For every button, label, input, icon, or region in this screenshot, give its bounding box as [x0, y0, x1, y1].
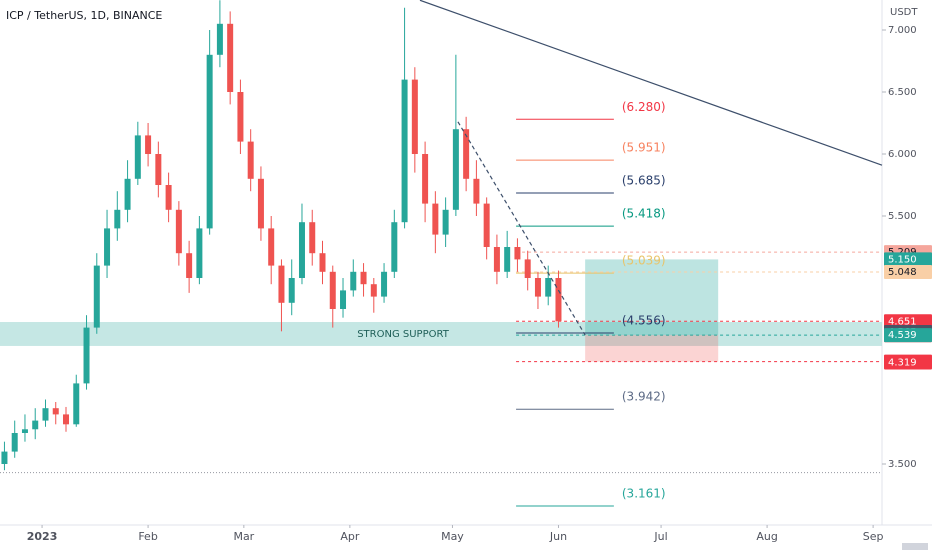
- price-tag: [884, 265, 932, 280]
- x-tick-label: Jul: [653, 530, 667, 543]
- candle-body: [452, 129, 459, 210]
- candle-body: [514, 247, 521, 260]
- price-tag-label: 4.539: [888, 330, 917, 341]
- candle-body: [524, 259, 531, 278]
- fib-label: (5.685): [622, 174, 666, 188]
- fib-label: (4.556): [622, 314, 666, 328]
- candle-body: [340, 290, 347, 309]
- candle-body: [21, 429, 28, 433]
- fib-label: (5.418): [622, 207, 666, 221]
- candle-body: [145, 135, 152, 155]
- trendline: [457, 121, 586, 336]
- support-label: STRONG SUPPORT: [357, 329, 450, 340]
- support-zone: [0, 322, 882, 346]
- candle-body: [483, 203, 490, 248]
- candle-body: [442, 209, 449, 235]
- y-unit: USDT: [890, 7, 918, 18]
- price-tag-label: 5.150: [888, 254, 917, 265]
- candle-body: [196, 228, 203, 278]
- candle-body: [206, 54, 213, 229]
- candle-body: [42, 408, 49, 421]
- candle-body: [473, 178, 480, 204]
- price-tag-label: 4.651: [888, 316, 917, 327]
- candle-body: [93, 265, 100, 328]
- position-stop: [585, 335, 719, 362]
- y-tick-label: 6.500: [888, 87, 917, 98]
- trendline: [419, 0, 883, 166]
- candle-body: [186, 253, 193, 278]
- candle-body: [391, 222, 398, 272]
- candle-body: [278, 265, 285, 303]
- x-tick-label: Aug: [756, 530, 777, 543]
- x-tick-label: Sep: [863, 530, 884, 543]
- axis-corner: [902, 543, 928, 550]
- x-tick-label: Jun: [549, 530, 567, 543]
- candle-body: [237, 92, 244, 142]
- candle-body: [104, 228, 111, 266]
- candle-body: [165, 185, 172, 210]
- candle-body: [555, 277, 562, 322]
- candle-body: [63, 414, 70, 425]
- candle-body: [114, 209, 121, 229]
- candle-body: [268, 228, 275, 266]
- candle-body: [288, 277, 295, 303]
- x-tick-label: Feb: [138, 530, 157, 543]
- candle-body: [175, 209, 182, 254]
- price-tag: [884, 328, 932, 343]
- candle-body: [124, 178, 131, 210]
- candle-body: [411, 79, 418, 155]
- candle-body: [432, 203, 439, 235]
- candle-body: [32, 420, 39, 430]
- candle-body: [309, 222, 316, 254]
- candle-body: [11, 432, 18, 452]
- candle-body: [1, 451, 8, 464]
- candle-body: [534, 277, 541, 297]
- candle-body: [134, 135, 141, 179]
- fib-label: (5.039): [622, 254, 666, 268]
- price-tag-label: 5.048: [888, 267, 917, 278]
- candle-body: [360, 271, 367, 285]
- candle-body: [52, 408, 59, 415]
- candle-body: [73, 383, 80, 425]
- x-tick-label: May: [441, 530, 464, 543]
- candle-body: [83, 327, 90, 384]
- candle-body: [319, 253, 326, 272]
- y-tick-label: 7.000: [888, 25, 917, 36]
- candle-body: [247, 141, 254, 179]
- candle-body: [257, 178, 264, 229]
- candle-body: [545, 277, 552, 297]
- candle-body: [422, 154, 429, 204]
- candle-body: [216, 23, 223, 55]
- candle-body: [227, 23, 234, 93]
- candle-body: [493, 247, 500, 272]
- x-tick-label: Mar: [233, 530, 254, 543]
- fib-label: (3.161): [622, 487, 666, 501]
- chart-title: ICP / TetherUS, 1D, BINANCE: [6, 9, 162, 22]
- price-tag-label: 4.319: [888, 357, 917, 368]
- candle-body: [401, 79, 408, 223]
- candle-body: [381, 271, 388, 297]
- candle-body: [298, 222, 305, 278]
- y-tick-label: 3.500: [888, 459, 917, 470]
- y-tick-label: 5.500: [888, 211, 917, 222]
- fib-label: (5.951): [622, 141, 666, 155]
- x-tick-label: Apr: [340, 530, 360, 543]
- x-tick-label: 2023: [27, 530, 58, 543]
- price-tag: [884, 252, 932, 267]
- candle-body: [463, 129, 470, 179]
- candle-body: [329, 271, 336, 309]
- fib-label: (6.280): [622, 100, 666, 114]
- candle-body: [155, 154, 162, 186]
- candle-body: [350, 271, 357, 291]
- candle-body: [370, 284, 377, 297]
- fib-label: (3.942): [622, 390, 666, 404]
- candle-body: [504, 247, 511, 272]
- y-tick-label: 6.000: [888, 149, 917, 160]
- price-tag: [884, 355, 932, 370]
